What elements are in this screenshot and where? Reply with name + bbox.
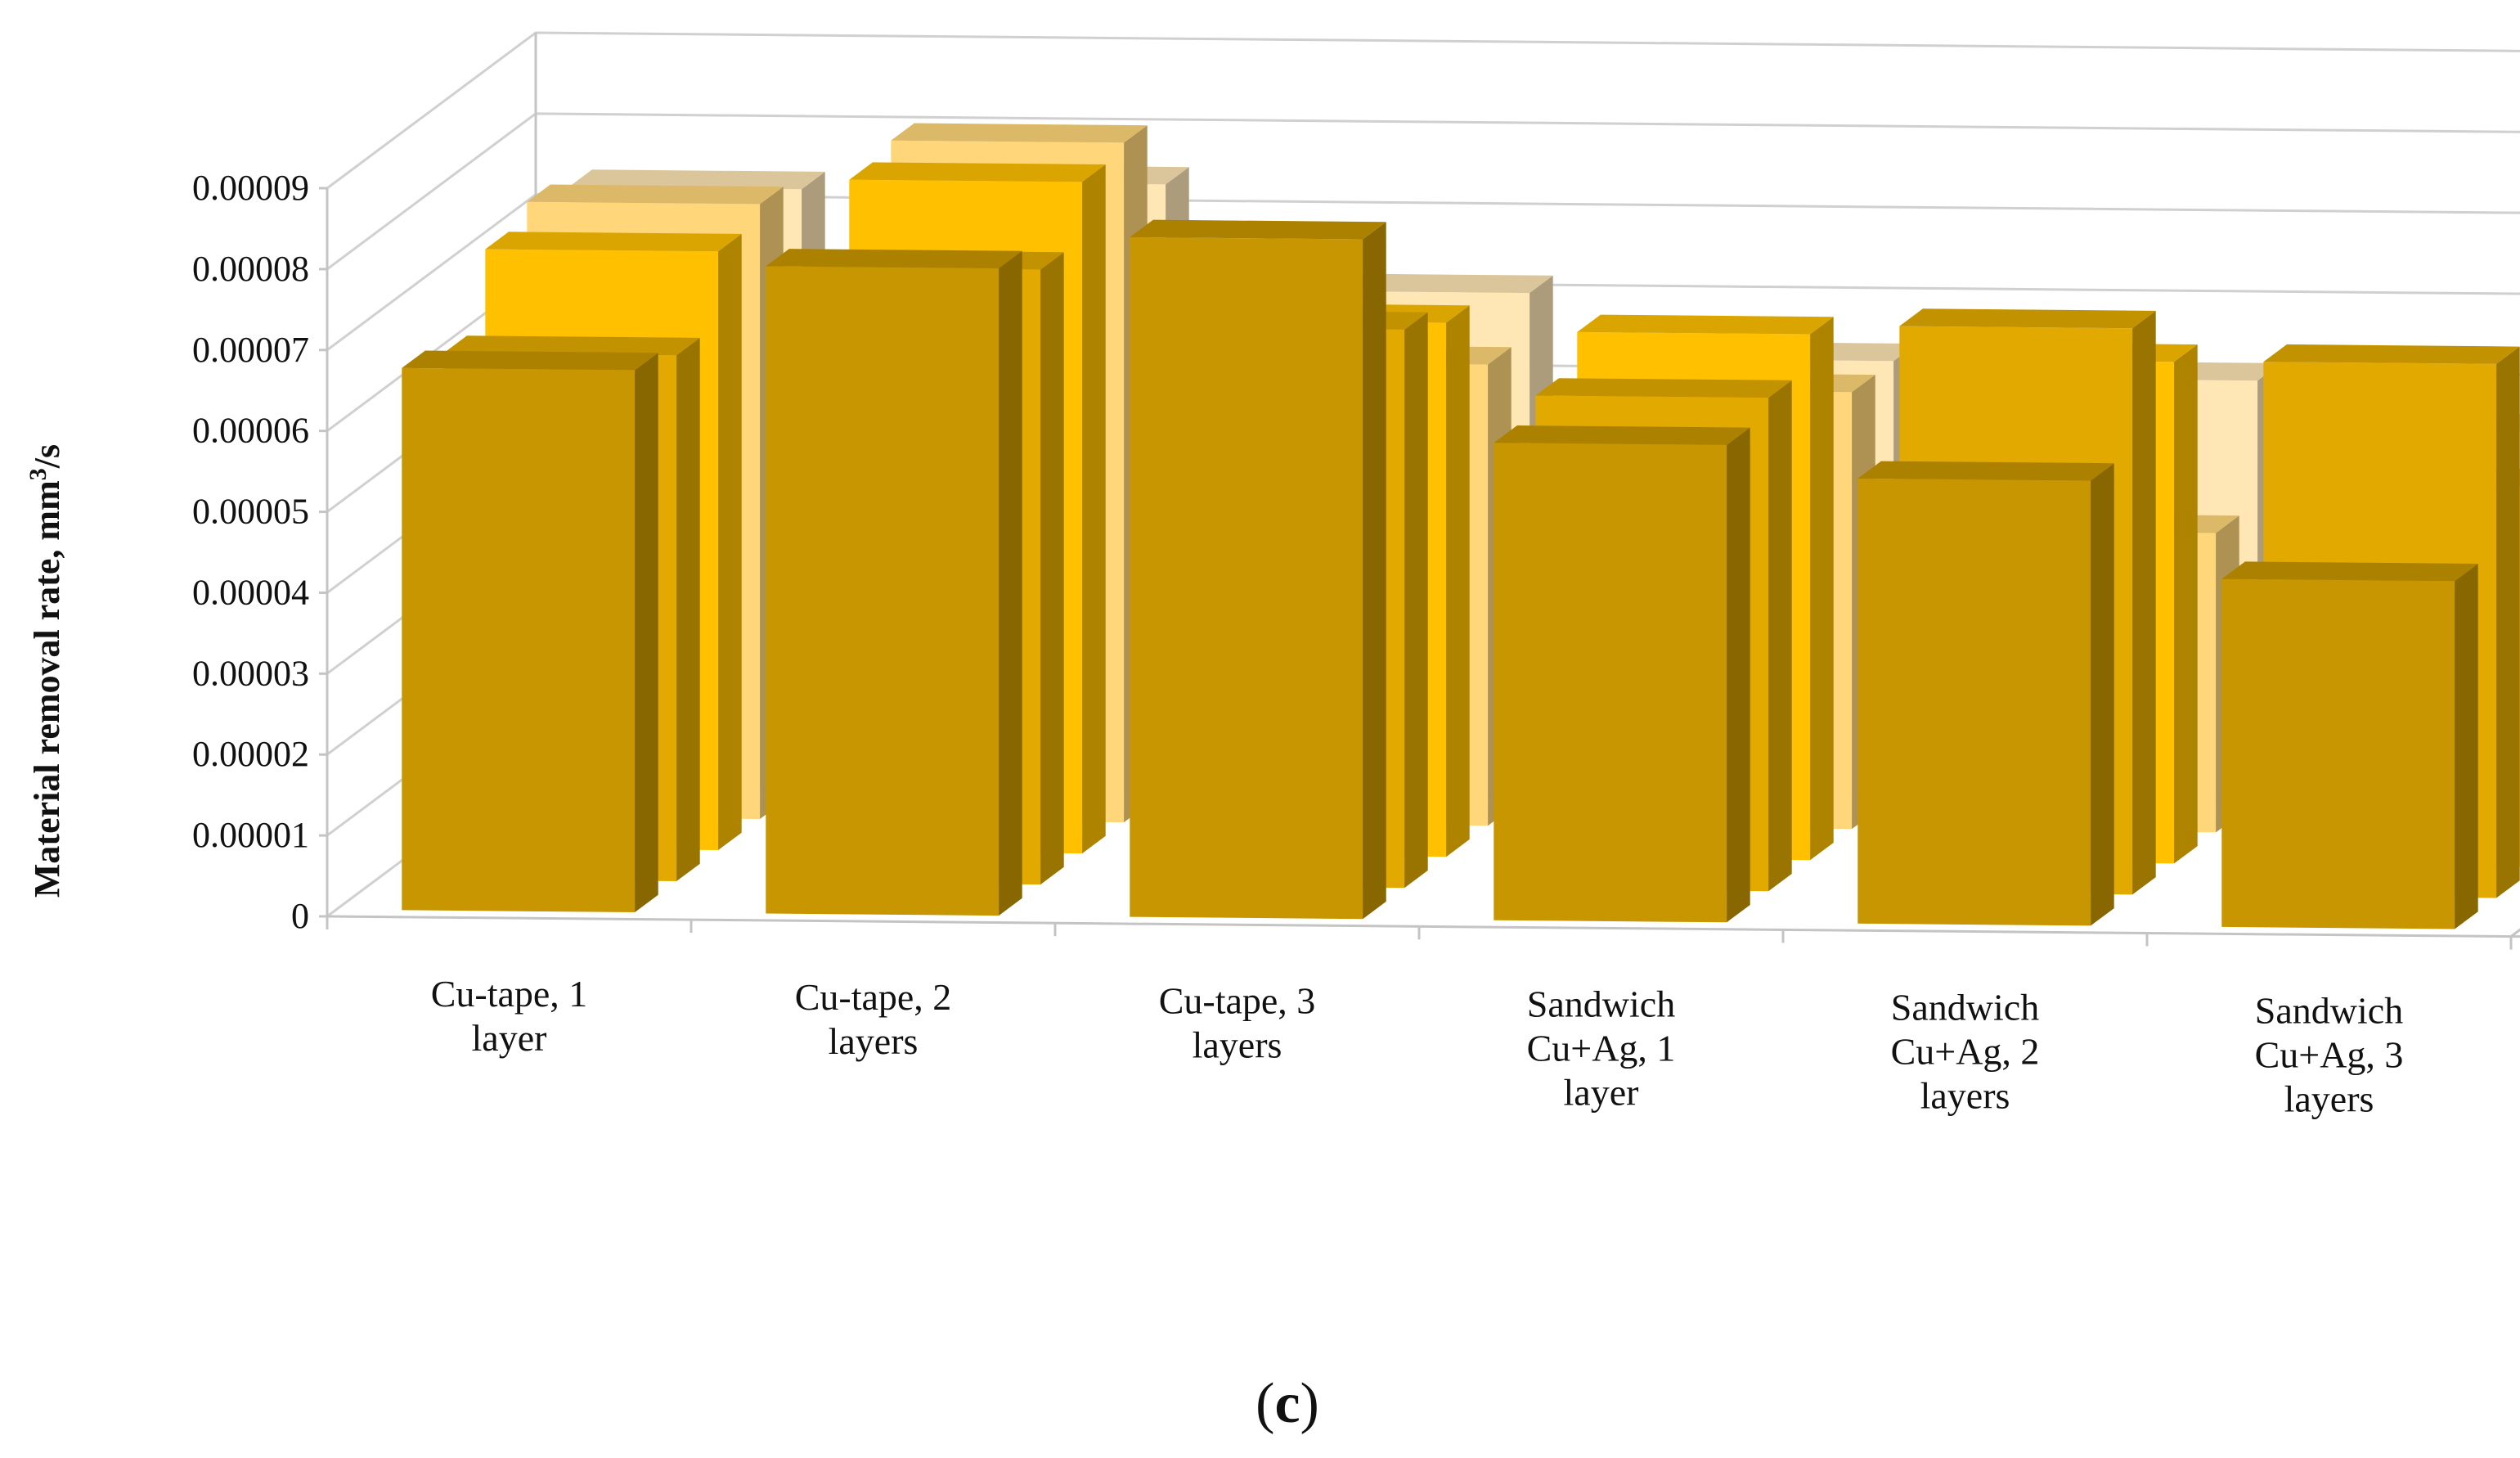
bar-top-face <box>527 184 784 205</box>
bar-top-face <box>891 123 1148 143</box>
bar-top-face <box>485 232 742 252</box>
x-category-label-line: Cu-tape, 2 <box>795 976 952 1018</box>
bar-top-face <box>1577 314 1834 335</box>
bar-top-face <box>766 249 1022 268</box>
bar-top-face <box>1130 219 1386 240</box>
y-tick-label: 0.00004 <box>192 572 309 612</box>
bar-side-face <box>1810 317 1834 861</box>
bar <box>2221 561 2478 929</box>
y-tick-label: 0.00008 <box>192 249 309 289</box>
bar-front-face <box>1494 443 1727 923</box>
x-category-label: Sandwich Cu+Ag, 1 layer <box>1527 983 1676 1113</box>
x-category-label-line: Cu-tape, 3 <box>1159 979 1316 1021</box>
bar-side-face <box>2496 346 2520 898</box>
y-tick-label: 0.00002 <box>192 734 309 774</box>
bar-side-face <box>2455 564 2478 929</box>
bar <box>402 350 658 912</box>
bars <box>402 123 2520 929</box>
y-tick-label: 0.00003 <box>192 653 309 693</box>
bar-side-face <box>2132 310 2156 895</box>
y-axis-title: Material removal rate, mm3/s <box>25 444 67 898</box>
y-tick-label: 0 <box>291 896 309 936</box>
bar-side-face <box>2091 463 2114 926</box>
bar-side-face <box>718 233 742 850</box>
bar-front-face <box>402 367 636 912</box>
bar-side-face <box>1404 312 1428 889</box>
gridline <box>326 31 2520 190</box>
axis-labels: 0 0.00001 0.00002 0.00003 0.00004 0.00005 0.00… <box>192 168 2404 1120</box>
x-category-label-line: Sandwich <box>1527 983 1675 1024</box>
bar <box>1857 461 2114 926</box>
y-tick-label: 0.00007 <box>192 330 309 370</box>
x-category-label-line: Cu+Ag, 1 <box>1527 1027 1676 1069</box>
panel-label: (c) <box>1256 1372 1319 1435</box>
bar-side-face <box>999 250 1022 916</box>
x-category-label: Sandwich Cu+Ag, 2 layers <box>1891 986 2040 1116</box>
x-category-label-line: layer <box>1564 1071 1639 1113</box>
bar-front-face <box>2221 578 2455 929</box>
bar-front-face <box>766 266 999 916</box>
panel-label-open: ( <box>1256 1372 1274 1435</box>
y-axis-title-sup: 3 <box>25 468 52 480</box>
bar-top-face <box>1494 425 1750 445</box>
bar <box>1130 219 1386 920</box>
x-category-label-line: layers <box>2284 1078 2374 1120</box>
bar-side-face <box>1768 380 1792 892</box>
y-axis-title-main: Material removal rate, mm <box>27 480 67 898</box>
y-tick-label: 0.00001 <box>192 815 309 855</box>
bar-top-face <box>1535 378 1792 398</box>
panel-label-letter: c <box>1274 1372 1300 1435</box>
x-category-label-line: layers <box>1193 1024 1282 1065</box>
x-category-label: Cu-tape, 2 layers <box>795 976 952 1062</box>
bar-side-face <box>1727 427 1750 923</box>
bar-top-face <box>849 162 1106 182</box>
x-category-label: Cu-tape, 1 layer <box>431 973 588 1059</box>
bar-top-face <box>1857 461 2114 481</box>
x-category-label-line: Cu-tape, 1 <box>431 973 588 1015</box>
panel-label-close: ) <box>1300 1372 1319 1435</box>
x-category-label-line: layers <box>829 1020 919 1062</box>
bar-side-face <box>1446 305 1470 857</box>
bar-side-face <box>676 337 700 881</box>
bar-side-face <box>2174 344 2198 864</box>
bar-top-face <box>2221 561 2478 582</box>
y-tick-label: 0.00005 <box>192 492 309 532</box>
bar-front-face <box>1130 236 1363 920</box>
x-category-label: Sandwich Cu+Ag, 3 layers <box>2255 990 2404 1120</box>
x-category-label-line: Sandwich <box>2255 990 2403 1032</box>
bar-top-face <box>443 335 700 356</box>
x-category-label-line: Sandwich <box>1891 986 2039 1028</box>
x-category-label: Cu-tape, 3 layers <box>1159 979 1316 1065</box>
bar-top-face <box>402 350 658 371</box>
x-category-label-line: layer <box>472 1017 547 1059</box>
bar-side-face <box>1040 252 1064 885</box>
x-category-label-line: Cu+Ag, 3 <box>2255 1034 2404 1076</box>
bar-top-face <box>2263 344 2520 364</box>
bar-top-face <box>568 169 825 190</box>
x-category-label-line: layers <box>1920 1074 2010 1116</box>
bar <box>766 249 1022 916</box>
y-tick-label: 0.00006 <box>192 411 309 451</box>
bar-side-face <box>1082 164 1106 854</box>
bar-side-face <box>1363 222 1386 920</box>
x-category-label-line: Cu+Ag, 2 <box>1891 1030 2040 1072</box>
bar-top-face <box>1899 308 2156 329</box>
bar <box>1494 425 1750 923</box>
bar-side-face <box>635 353 658 912</box>
y-tick-label: 0.00009 <box>192 168 309 208</box>
y-axis-title-tail: /s <box>27 444 67 469</box>
bar-front-face <box>1857 478 2091 926</box>
